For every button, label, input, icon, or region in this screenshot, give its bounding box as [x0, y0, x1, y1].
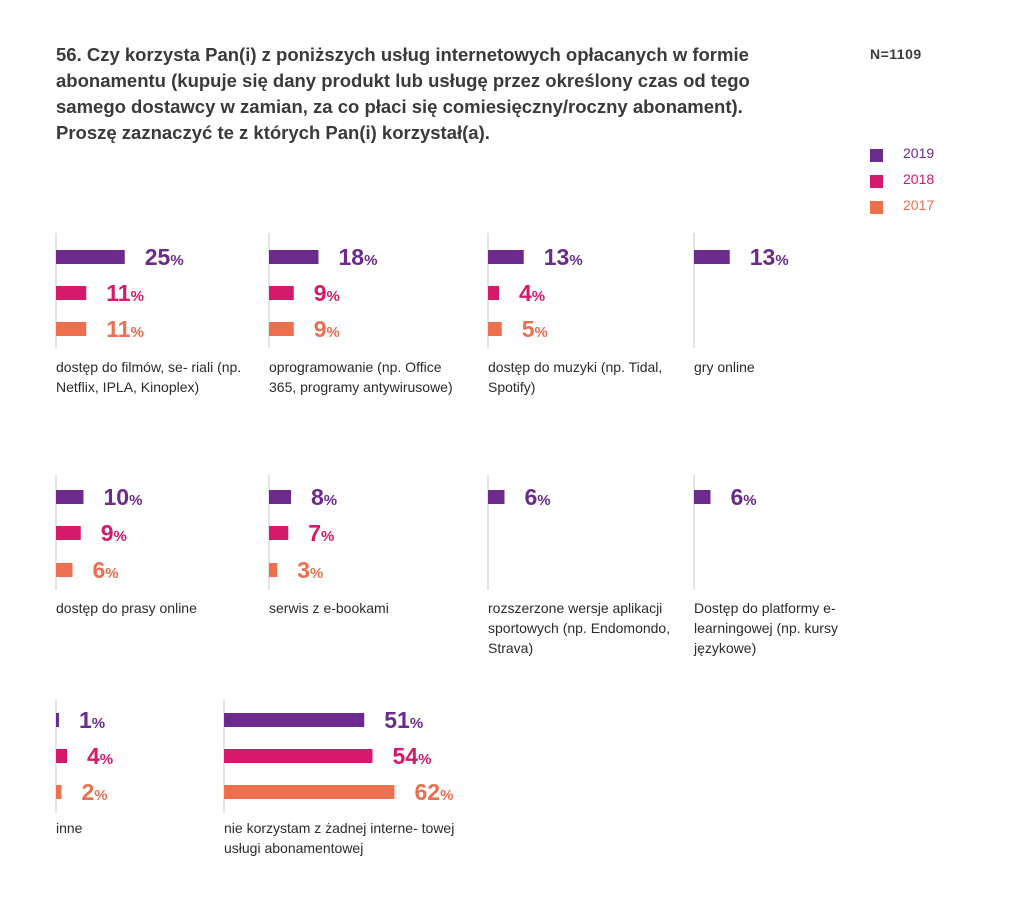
- bar-2017: [488, 322, 502, 336]
- page-title: 56. Czy korzysta Pan(i) z poniższych usł…: [56, 44, 750, 143]
- bar-2019: [269, 250, 319, 264]
- data-label-2019: 25%: [145, 244, 184, 270]
- data-label-2018: 4%: [87, 743, 113, 769]
- category-label: nie korzystam z żadnej interne- towej us…: [224, 820, 455, 856]
- bar-2017: [269, 563, 278, 577]
- bar-2017: [56, 563, 73, 577]
- bar-2017: [56, 322, 87, 336]
- data-label-2017: 3%: [297, 557, 323, 583]
- data-label-2018: 7%: [308, 520, 334, 546]
- data-label-2017: 2%: [82, 779, 108, 805]
- bar-2019: [224, 713, 365, 727]
- legend-label-2019: 2019: [903, 145, 935, 161]
- data-label-2019: 10%: [104, 484, 143, 510]
- category-label: dostęp do filmów, se- riali (np. Netflix…: [56, 359, 242, 395]
- bar-2019: [56, 250, 125, 264]
- bar-2019: [56, 713, 59, 727]
- data-label-2018: 54%: [393, 743, 432, 769]
- bar-2019: [56, 490, 84, 504]
- data-label-2018: 11%: [106, 280, 144, 306]
- bar-2018: [56, 526, 81, 540]
- legend-label-2018: 2018: [903, 171, 935, 187]
- bar-2019: [488, 250, 524, 264]
- data-label-2017: 11%: [106, 316, 144, 342]
- bar-2017: [224, 785, 395, 799]
- data-label-2019: 51%: [384, 707, 423, 733]
- bar-2018: [269, 526, 289, 540]
- data-label-2019: 13%: [544, 244, 583, 270]
- category-label: dostęp do prasy online: [56, 600, 197, 616]
- category-label: gry online: [694, 359, 755, 375]
- category-label: rozszerzone wersje aplikacji sportowych …: [488, 600, 671, 656]
- data-label-2017: 6%: [93, 557, 119, 583]
- data-label-2018: 4%: [519, 280, 545, 306]
- bar-2019: [488, 490, 505, 504]
- data-label-2019: 13%: [750, 244, 789, 270]
- data-label-2017: 9%: [314, 316, 340, 342]
- category-label: oprogramowanie (np. Office 365, programy…: [269, 359, 453, 395]
- bar-2018: [488, 286, 499, 300]
- data-label-2018: 9%: [314, 280, 340, 306]
- data-label-2017: 62%: [415, 779, 454, 805]
- bar-2019: [694, 490, 711, 504]
- data-label-2019: 8%: [311, 484, 337, 510]
- data-label-2019: 6%: [731, 484, 757, 510]
- data-label-2019: 6%: [525, 484, 551, 510]
- bar-2017: [56, 785, 62, 799]
- legend-label-2017: 2017: [903, 197, 935, 213]
- category-label: serwis z e-bookami: [269, 600, 389, 616]
- bar-2018: [56, 286, 87, 300]
- bar-2019: [269, 490, 291, 504]
- legend-swatch-2017: [870, 201, 883, 214]
- bar-2017: [269, 322, 294, 336]
- legend-swatch-2019: [870, 149, 883, 162]
- sample-size: N=1109: [870, 46, 922, 62]
- bar-2018: [224, 749, 373, 763]
- category-label: dostęp do muzyki (np. Tidal, Spotify): [488, 359, 663, 395]
- bar-2018: [56, 749, 67, 763]
- legend-swatch-2018: [870, 175, 883, 188]
- data-label-2019: 18%: [339, 244, 378, 270]
- data-label-2019: 1%: [79, 707, 105, 733]
- category-label: inne: [56, 820, 83, 836]
- data-label-2017: 5%: [522, 316, 548, 342]
- bar-2018: [269, 286, 294, 300]
- data-label-2018: 9%: [101, 520, 127, 546]
- bar-2019: [694, 250, 730, 264]
- category-label: Dostęp do platformy e-learningowej (np. …: [694, 600, 838, 656]
